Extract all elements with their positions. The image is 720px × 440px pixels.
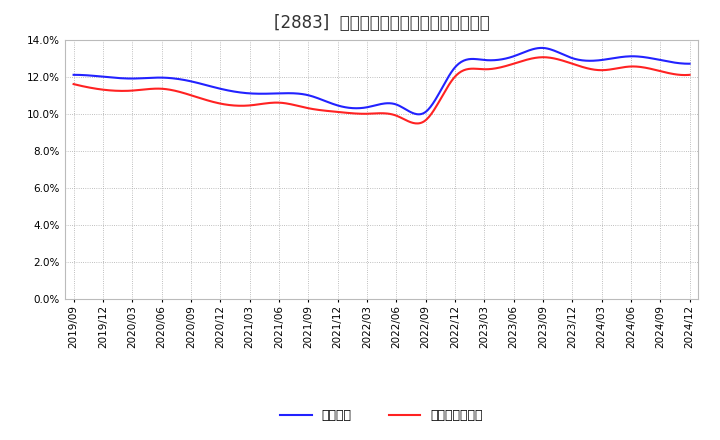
固定比率 [362, 105, 371, 110]
固定比率 [69, 72, 78, 77]
固定比率 [577, 58, 585, 63]
固定比率 [537, 45, 546, 51]
固定比率 [685, 61, 694, 66]
Title: [2883]  固定比率、固定長期適合率の推移: [2883] 固定比率、固定長期適合率の推移 [274, 15, 490, 33]
固定比率 [437, 86, 446, 92]
固定長期適合率 [366, 111, 374, 116]
固定比率 [415, 112, 423, 117]
固定長期適合率 [402, 118, 411, 123]
固定比率 [402, 107, 411, 113]
Line: 固定比率: 固定比率 [73, 48, 690, 114]
固定長期適合率 [69, 81, 78, 87]
固定長期適合率 [673, 72, 682, 77]
Line: 固定長期適合率: 固定長期適合率 [73, 57, 690, 124]
固定長期適合率 [413, 121, 421, 126]
固定長期適合率 [685, 72, 694, 77]
固定比率 [366, 104, 374, 109]
固定比率 [673, 60, 682, 66]
固定長期適合率 [539, 55, 547, 60]
固定長期適合率 [362, 111, 371, 117]
Legend: 固定比率, 固定長期適合率: 固定比率, 固定長期適合率 [275, 404, 488, 427]
固定長期適合率 [577, 64, 585, 69]
固定長期適合率 [437, 95, 446, 100]
